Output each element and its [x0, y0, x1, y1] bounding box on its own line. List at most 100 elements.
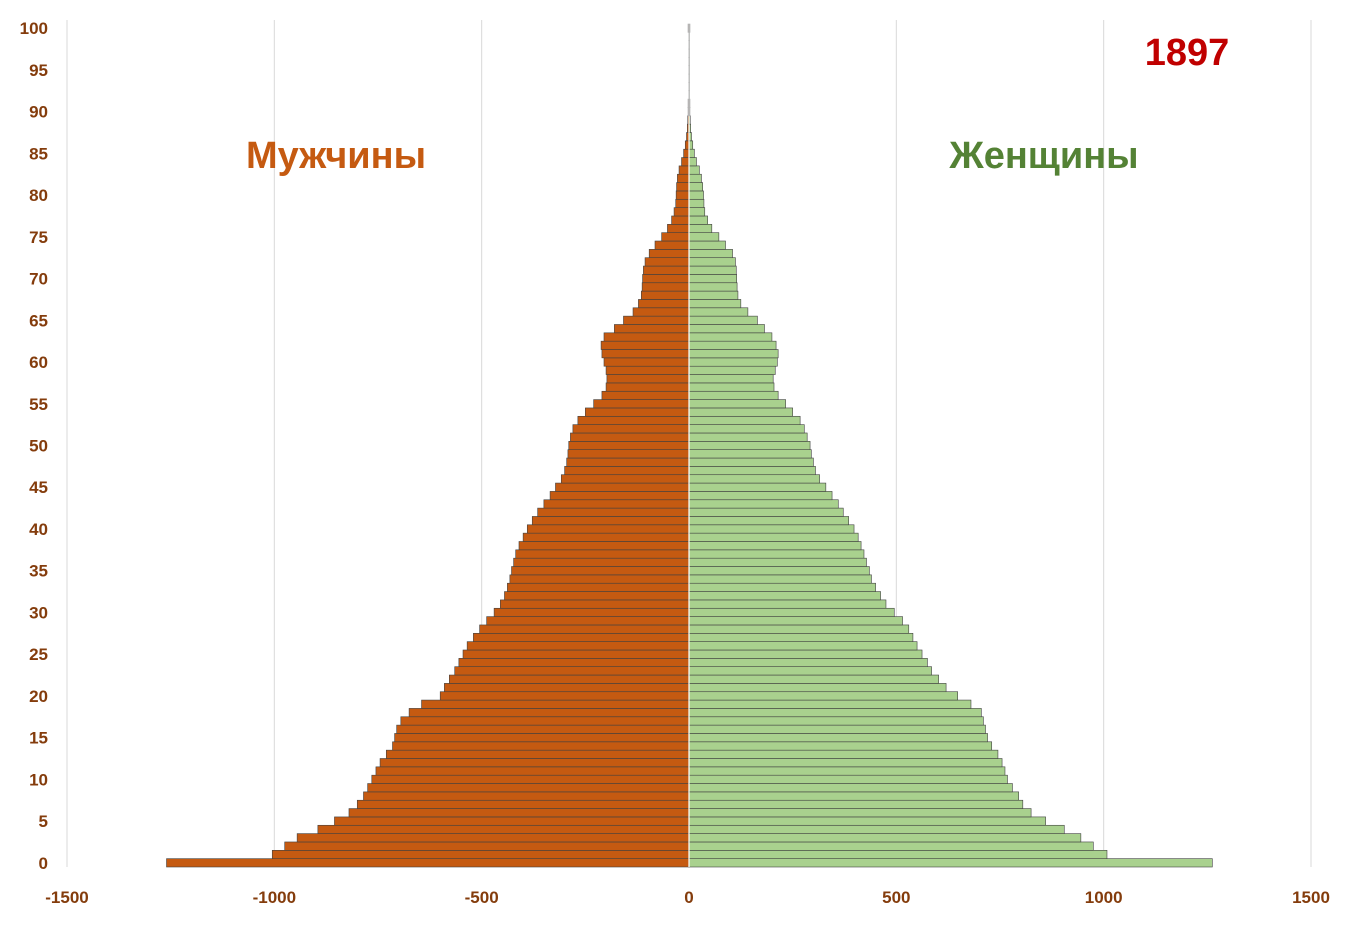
male-bar [375, 766, 690, 776]
female-bar [688, 858, 1213, 868]
female-bar [688, 841, 1094, 851]
female-bar [688, 165, 700, 175]
female-bar [688, 449, 812, 459]
female-bar [688, 557, 867, 567]
female-bar [688, 474, 820, 484]
male-bar [504, 591, 690, 601]
y-axis: 0 5 10 15 20 25 30 35 40 45 50 55 60 65 70 75 80 85 90 95 10… [20, 19, 48, 873]
male-bar [641, 290, 690, 300]
x-tick-label: -1000 [253, 888, 296, 907]
female-bar [688, 616, 903, 626]
female-bar [688, 783, 1013, 793]
female-bar [688, 399, 786, 409]
y-tick-label: 100 [20, 19, 48, 38]
female-bar [688, 599, 887, 609]
male-bar [681, 157, 690, 167]
y-tick-label: 25 [29, 645, 48, 664]
male-bar [486, 616, 690, 626]
female-bar [688, 207, 706, 217]
male-bar [379, 758, 690, 768]
male-bar [638, 299, 690, 309]
female-bar [688, 532, 859, 542]
female-bar [688, 749, 999, 759]
female-bar [688, 349, 779, 359]
male-bar [683, 148, 690, 158]
female-bar [688, 624, 910, 634]
y-tick-label: 85 [29, 144, 48, 163]
female-bar [688, 716, 984, 726]
gridlines [66, 20, 1312, 867]
female-bar [688, 466, 816, 476]
male-bar [644, 257, 690, 267]
male-bar [367, 783, 690, 793]
male-bar [454, 666, 690, 676]
male-bar [606, 374, 690, 384]
male-bar [513, 557, 690, 567]
male-bar [394, 733, 690, 743]
female-bar [688, 524, 855, 534]
y-tick-label: 40 [29, 520, 48, 539]
female-bar [688, 733, 988, 743]
y-tick-label: 65 [29, 311, 48, 330]
female-bar [688, 607, 895, 617]
female-bar [688, 824, 1065, 834]
male-bar [392, 741, 690, 751]
female-bar [688, 415, 801, 425]
female-bar [688, 182, 703, 192]
male-bar [673, 207, 690, 217]
female-bar [688, 365, 776, 375]
annotation-females: Женщины [948, 135, 1138, 177]
female-bar [688, 198, 705, 208]
male-bar [371, 774, 690, 784]
y-tick-label: 5 [39, 812, 48, 831]
male-bar [511, 566, 690, 576]
male-bar [671, 215, 690, 225]
female-bar [688, 491, 833, 501]
male-bar [479, 624, 690, 634]
female-bar [688, 724, 986, 734]
male-bar [509, 574, 690, 584]
male-bar [678, 165, 690, 175]
male-bar [555, 482, 690, 492]
x-tick-label: 1000 [1085, 888, 1123, 907]
male-bar [601, 390, 690, 400]
male-bar [500, 599, 690, 609]
female-bar [688, 432, 808, 442]
male-bar [493, 607, 690, 617]
female-bar [688, 249, 733, 259]
male-bar [363, 791, 690, 801]
male-bar [623, 315, 690, 325]
female-bar [688, 541, 862, 551]
y-tick-label: 60 [29, 353, 48, 372]
female-bar [688, 265, 737, 275]
female-bar [688, 683, 947, 693]
female-bar [688, 850, 1108, 859]
chart-title: 1897 [1145, 32, 1230, 74]
female-bar [688, 482, 827, 492]
male-bar [601, 349, 690, 359]
male-bar [439, 691, 690, 701]
male-bar [462, 649, 690, 659]
male-bar [543, 499, 690, 509]
male-bar [560, 474, 690, 484]
female-bar [688, 224, 713, 233]
bars [166, 20, 1213, 868]
male-bar [473, 632, 690, 642]
male-bar [567, 449, 690, 459]
male-bar [641, 282, 690, 292]
x-tick-label: -500 [465, 888, 499, 907]
y-tick-label: 0 [39, 854, 48, 873]
male-bar [566, 457, 690, 467]
male-bar [667, 224, 690, 233]
female-bar [688, 315, 758, 325]
female-bar [688, 390, 779, 400]
y-tick-label: 70 [29, 270, 48, 289]
y-tick-label: 90 [29, 103, 48, 122]
y-tick-label: 75 [29, 228, 48, 247]
female-bar [688, 374, 774, 384]
male-bar [166, 858, 690, 868]
female-bar [688, 282, 738, 292]
male-bar [449, 674, 690, 684]
female-bar [688, 774, 1008, 784]
